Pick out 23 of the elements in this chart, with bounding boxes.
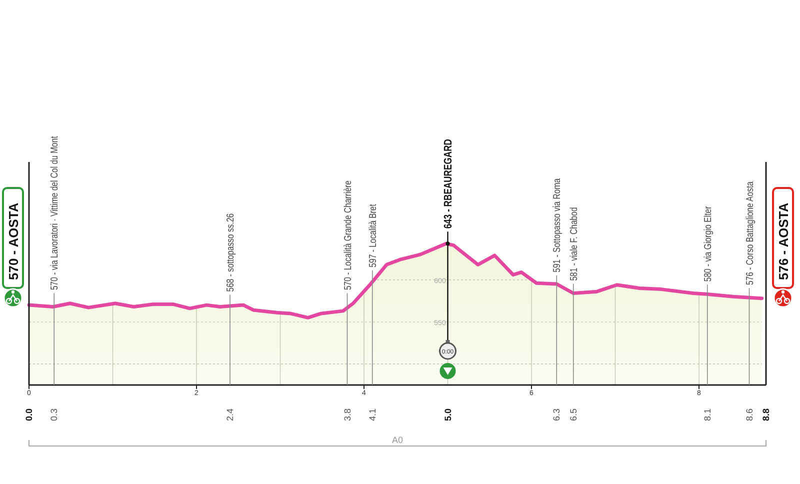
x2-tick-label: 3.8: [342, 408, 352, 421]
x2-tick-label: 0.3: [49, 408, 60, 421]
text: A0: [392, 435, 404, 445]
annotation: 570 - via Lavoratori · Vittime del Col du Mont: [48, 136, 60, 290]
x2-tick-label: 8.1: [702, 408, 712, 421]
x2-tick-label: 8.8: [761, 408, 771, 421]
x2-tick-label: 6.5: [568, 408, 578, 421]
annotation: 570 - Località Grande Charrière: [342, 180, 353, 290]
annotation: 591 - Sottopasso via Roma: [551, 178, 562, 272]
x2-tick-label: 2.4: [225, 408, 235, 421]
annotation: 576 - Corso Battaglione Aosta: [744, 182, 755, 286]
annotation: 581 - viale F. Chabod: [568, 207, 580, 281]
annotation: 576 - AOSTA: [776, 202, 791, 280]
x2-tick-label: 0.0: [24, 408, 34, 421]
x2-tick-label: 4.1: [367, 408, 378, 421]
annotation: 580 - via Giorgio Elter: [702, 206, 714, 282]
annotation: 568 - sottopasso ss.26: [224, 213, 236, 292]
annotation: 570 - AOSTA: [6, 202, 21, 280]
annotation: 597 - Località Bret: [366, 204, 378, 268]
x2-tick-label: 5.0: [442, 408, 453, 421]
x2-tick-label: 6.3: [552, 408, 562, 421]
annotation: 643 - RBEAUREGARD: [442, 139, 455, 229]
x2-tick-label: 8.6: [744, 408, 754, 421]
